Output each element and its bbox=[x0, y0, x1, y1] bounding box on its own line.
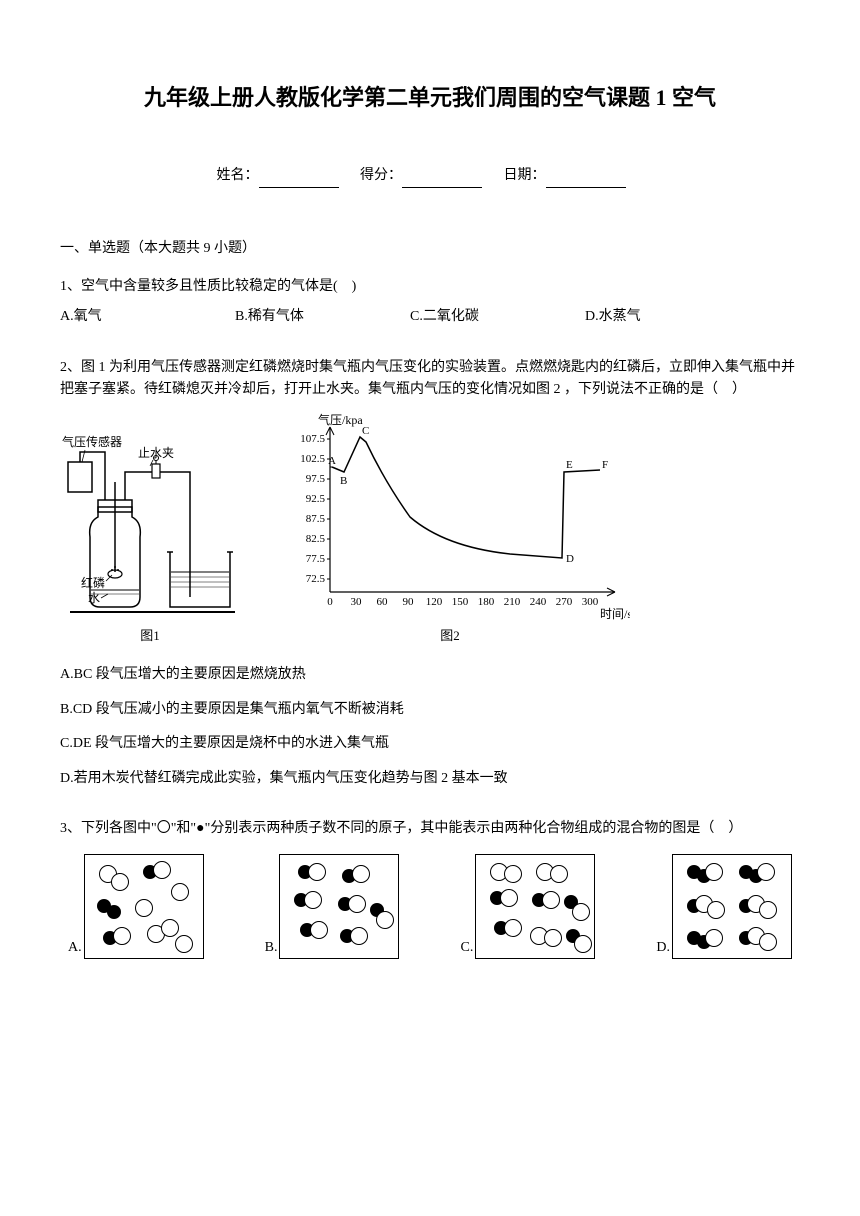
q2-option-c[interactable]: C.DE 段气压增大的主要原因是烧杯中的水进入集气瓶 bbox=[60, 733, 800, 755]
svg-text:107.5: 107.5 bbox=[300, 433, 325, 445]
svg-text:240: 240 bbox=[530, 596, 547, 608]
score-label: 得分： bbox=[360, 165, 402, 187]
section-header: 一、单选题（本大题共 9 小题） bbox=[60, 238, 800, 260]
svg-text:C: C bbox=[362, 425, 369, 437]
fig2-container: 气压/kpa 107.5 102.5 97.5 92.5 87.5 82.5 7… bbox=[270, 412, 630, 647]
q2-option-d[interactable]: D.若用木炭代替红磷完成此实验，集气瓶内气压变化趋势与图 2 基本一致 bbox=[60, 768, 800, 790]
q1-option-b[interactable]: B.稀有气体 bbox=[235, 306, 410, 328]
q1-options: A.氧气 B.稀有气体 C.二氧化碳 D.水蒸气 bbox=[60, 306, 800, 328]
clamp-label: 止水夹 bbox=[138, 446, 174, 460]
svg-text:D: D bbox=[566, 553, 574, 565]
q2-figures: 气压传感器 止水夹 红磷 水 图1 气压/kpa bbox=[60, 412, 800, 647]
water-label: 水 bbox=[88, 591, 100, 605]
q1-option-d[interactable]: D.水蒸气 bbox=[585, 306, 760, 328]
question-3: 3、下列各图中"〇"和"●"分别表示两种质子数不同的原子，其中能表示由两种化合物… bbox=[60, 818, 800, 959]
q2-option-a[interactable]: A.BC 段气压增大的主要原因是燃烧放热 bbox=[60, 664, 800, 686]
svg-text:120: 120 bbox=[426, 596, 443, 608]
svg-text:F: F bbox=[602, 459, 608, 471]
q3-option-b[interactable]: B. bbox=[265, 854, 400, 959]
question-1: 1、空气中含量较多且性质比较稳定的气体是( ) A.氧气 B.稀有气体 C.二氧… bbox=[60, 276, 800, 329]
phosphorus-label: 红磷 bbox=[81, 575, 105, 590]
q1-option-c[interactable]: C.二氧化碳 bbox=[410, 306, 585, 328]
svg-text:87.5: 87.5 bbox=[306, 513, 326, 525]
info-fields: 姓名： 得分： 日期： bbox=[60, 165, 800, 187]
svg-text:72.5: 72.5 bbox=[306, 573, 326, 585]
svg-text:E: E bbox=[566, 459, 573, 471]
q3-diagrams: A. B. bbox=[60, 854, 800, 959]
svg-text:77.5: 77.5 bbox=[306, 553, 326, 565]
svg-text:97.5: 97.5 bbox=[306, 473, 326, 485]
q2-text: 2、图 1 为利用气压传感器测定红磷燃烧时集气瓶内气压变化的实验装置。点燃燃烧匙… bbox=[60, 357, 800, 402]
svg-text:270: 270 bbox=[556, 596, 573, 608]
svg-text:210: 210 bbox=[504, 596, 521, 608]
svg-text:150: 150 bbox=[452, 596, 469, 608]
svg-text:90: 90 bbox=[403, 596, 415, 608]
svg-text:60: 60 bbox=[377, 596, 389, 608]
svg-text:92.5: 92.5 bbox=[306, 493, 326, 505]
name-label: 姓名： bbox=[217, 165, 259, 187]
name-blank[interactable] bbox=[259, 174, 339, 188]
sensor-label: 气压传感器 bbox=[62, 434, 122, 449]
q2-options: A.BC 段气压增大的主要原因是燃烧放热 B.CD 段气压减小的主要原因是集气瓶… bbox=[60, 664, 800, 790]
fig1-caption: 图1 bbox=[140, 626, 160, 647]
svg-text:180: 180 bbox=[478, 596, 495, 608]
pressure-chart: 气压/kpa 107.5 102.5 97.5 92.5 87.5 82.5 7… bbox=[270, 412, 630, 622]
q3-text: 3、下列各图中"〇"和"●"分别表示两种质子数不同的原子，其中能表示由两种化合物… bbox=[60, 818, 800, 840]
svg-text:102.5: 102.5 bbox=[300, 453, 325, 465]
date-blank[interactable] bbox=[546, 174, 626, 188]
score-blank[interactable] bbox=[402, 174, 482, 188]
fig1-container: 气压传感器 止水夹 红磷 水 图1 bbox=[60, 422, 240, 647]
fig2-caption: 图2 bbox=[440, 626, 460, 647]
q3-option-c[interactable]: C. bbox=[461, 854, 596, 959]
svg-text:30: 30 bbox=[351, 596, 363, 608]
apparatus-diagram: 气压传感器 止水夹 红磷 水 bbox=[60, 422, 240, 622]
x-axis-label: 时间/s bbox=[600, 607, 630, 621]
q3-option-d[interactable]: D. bbox=[656, 854, 792, 959]
q1-option-a[interactable]: A.氧气 bbox=[60, 306, 235, 328]
svg-text:A: A bbox=[328, 455, 336, 467]
page-title: 九年级上册人教版化学第二单元我们周围的空气课题 1 空气 bbox=[60, 80, 800, 115]
q2-option-b[interactable]: B.CD 段气压减小的主要原因是集气瓶内氧气不断被消耗 bbox=[60, 699, 800, 721]
question-2: 2、图 1 为利用气压传感器测定红磷燃烧时集气瓶内气压变化的实验装置。点燃燃烧匙… bbox=[60, 357, 800, 790]
svg-text:0: 0 bbox=[327, 596, 333, 608]
svg-text:B: B bbox=[340, 475, 347, 487]
y-axis-label: 气压/kpa bbox=[318, 412, 363, 427]
date-label: 日期： bbox=[504, 165, 546, 187]
svg-text:82.5: 82.5 bbox=[306, 533, 326, 545]
svg-text:300: 300 bbox=[582, 596, 599, 608]
q3-option-a[interactable]: A. bbox=[68, 854, 204, 959]
q1-text: 1、空气中含量较多且性质比较稳定的气体是( ) bbox=[60, 276, 800, 298]
